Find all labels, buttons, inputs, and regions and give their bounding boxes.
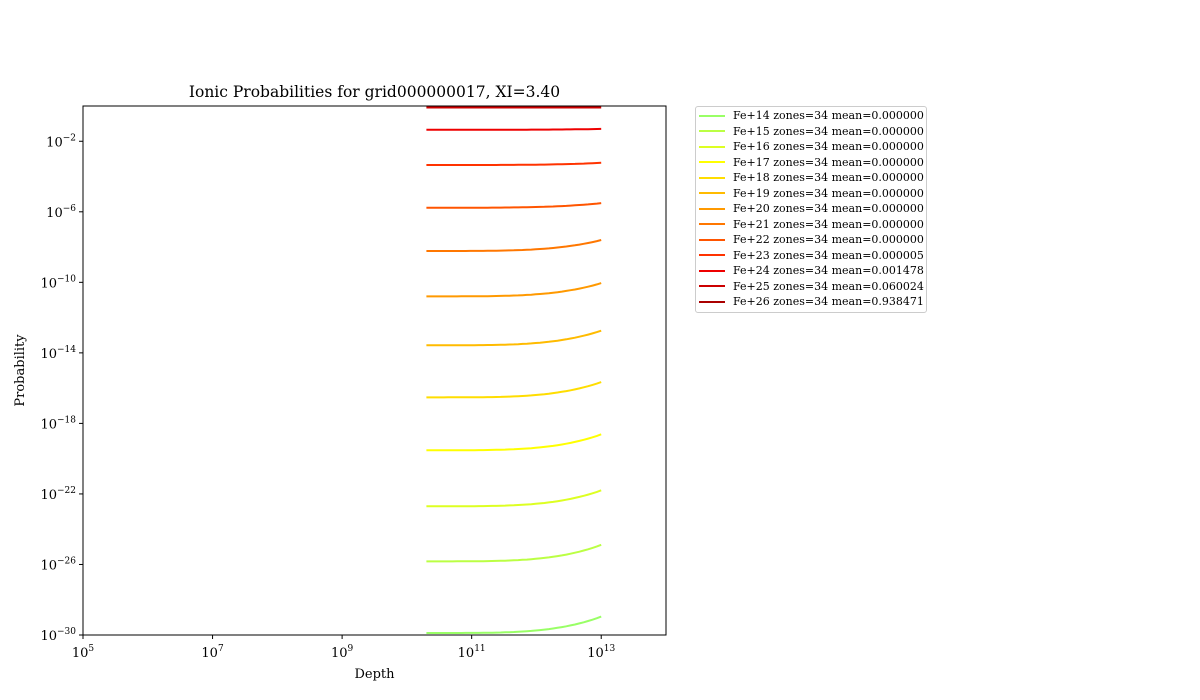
legend-item: Fe+15 zones=34 mean=0.000000	[696, 124, 926, 140]
legend-item: Fe+22 zones=34 mean=0.000000	[696, 232, 926, 248]
legend-label: Fe+20 zones=34 mean=0.000000	[733, 202, 924, 216]
series-line-3	[426, 433, 602, 452]
y-tick-label: 10−22	[40, 486, 76, 503]
legend-swatch	[699, 192, 725, 195]
y-tick-label: 10−18	[40, 415, 76, 432]
series-line-4	[426, 381, 602, 399]
y-tick-label: 10−30	[40, 627, 76, 644]
series-layer	[426, 106, 602, 634]
y-axis-label: Probability	[13, 334, 28, 407]
plot-area	[82, 105, 667, 636]
legend-item: Fe+16 zones=34 mean=0.000000	[696, 139, 926, 155]
y-tick-label: 10−26	[40, 556, 76, 573]
legend-swatch	[699, 145, 725, 148]
legend-swatch	[699, 254, 725, 257]
legend-swatch	[699, 269, 725, 272]
legend-swatch	[699, 223, 725, 226]
legend-item: Fe+25 zones=34 mean=0.060024	[696, 279, 926, 295]
legend-label: Fe+22 zones=34 mean=0.000000	[733, 233, 924, 247]
x-tick-label: 105	[72, 644, 95, 661]
y-tick-label: 10−6	[46, 204, 76, 221]
chart-title: Ionic Probabilities for grid000000017, X…	[189, 83, 560, 101]
legend-label: Fe+23 zones=34 mean=0.000005	[733, 248, 924, 262]
legend-label: Fe+25 zones=34 mean=0.060024	[733, 279, 924, 293]
legend-item: Fe+23 zones=34 mean=0.000005	[696, 248, 926, 264]
y-tick-label: 10−10	[40, 274, 76, 291]
legend-item: Fe+17 zones=34 mean=0.000000	[696, 155, 926, 171]
x-tick-label: 1013	[587, 644, 615, 661]
series-line-2	[426, 489, 602, 508]
x-axis-label: Depth	[354, 667, 395, 682]
series-line-1	[426, 543, 602, 563]
legend-item: Fe+19 zones=34 mean=0.000000	[696, 186, 926, 202]
legend-swatch	[699, 300, 725, 303]
x-tick-label: 107	[201, 644, 224, 661]
series-line-6	[426, 282, 602, 298]
y-tick-label: 10−14	[40, 345, 76, 362]
legend-label: Fe+17 zones=34 mean=0.000000	[733, 155, 924, 169]
legend-swatch	[699, 238, 725, 241]
legend-item: Fe+26 zones=34 mean=0.938471	[696, 294, 926, 310]
legend-swatch	[699, 114, 725, 117]
series-line-9	[426, 161, 602, 166]
legend-item: Fe+20 zones=34 mean=0.000000	[696, 201, 926, 217]
legend-label: Fe+19 zones=34 mean=0.000000	[733, 186, 924, 200]
legend: Fe+14 zones=34 mean=0.000000 Fe+15 zones=…	[695, 106, 927, 313]
series-line-0	[426, 615, 602, 634]
series-line-7	[426, 239, 602, 252]
legend-swatch	[699, 161, 725, 164]
x-axis: 105 107 109 1011 1013	[72, 635, 615, 661]
legend-item: Fe+14 zones=34 mean=0.000000	[696, 108, 926, 124]
legend-swatch	[699, 130, 725, 133]
legend-item: Fe+18 zones=34 mean=0.000000	[696, 170, 926, 186]
series-line-5	[426, 329, 602, 347]
legend-swatch	[699, 207, 725, 210]
legend-item: Fe+24 zones=34 mean=0.001478	[696, 263, 926, 279]
legend-label: Fe+15 zones=34 mean=0.000000	[733, 124, 924, 138]
y-tick-label: 10−2	[46, 133, 76, 150]
legend-label: Fe+18 zones=34 mean=0.000000	[733, 171, 924, 185]
x-tick-label: 109	[331, 644, 354, 661]
y-axis: 10−30 10−26 10−22 10−18 10−14 10−10 10−6 10−2	[40, 133, 83, 644]
legend-swatch	[699, 176, 725, 179]
x-tick-label: 1011	[458, 644, 486, 661]
legend-label: Fe+26 zones=34 mean=0.938471	[733, 295, 924, 309]
legend-label: Fe+16 zones=34 mean=0.000000	[733, 140, 924, 154]
series-line-10	[426, 127, 602, 131]
legend-item: Fe+21 zones=34 mean=0.000000	[696, 217, 926, 233]
legend-swatch	[699, 285, 725, 288]
legend-label: Fe+24 zones=34 mean=0.001478	[733, 264, 924, 278]
series-line-8	[426, 202, 602, 209]
legend-label: Fe+21 zones=34 mean=0.000000	[733, 217, 924, 231]
legend-label: Fe+14 zones=34 mean=0.000000	[733, 109, 924, 123]
